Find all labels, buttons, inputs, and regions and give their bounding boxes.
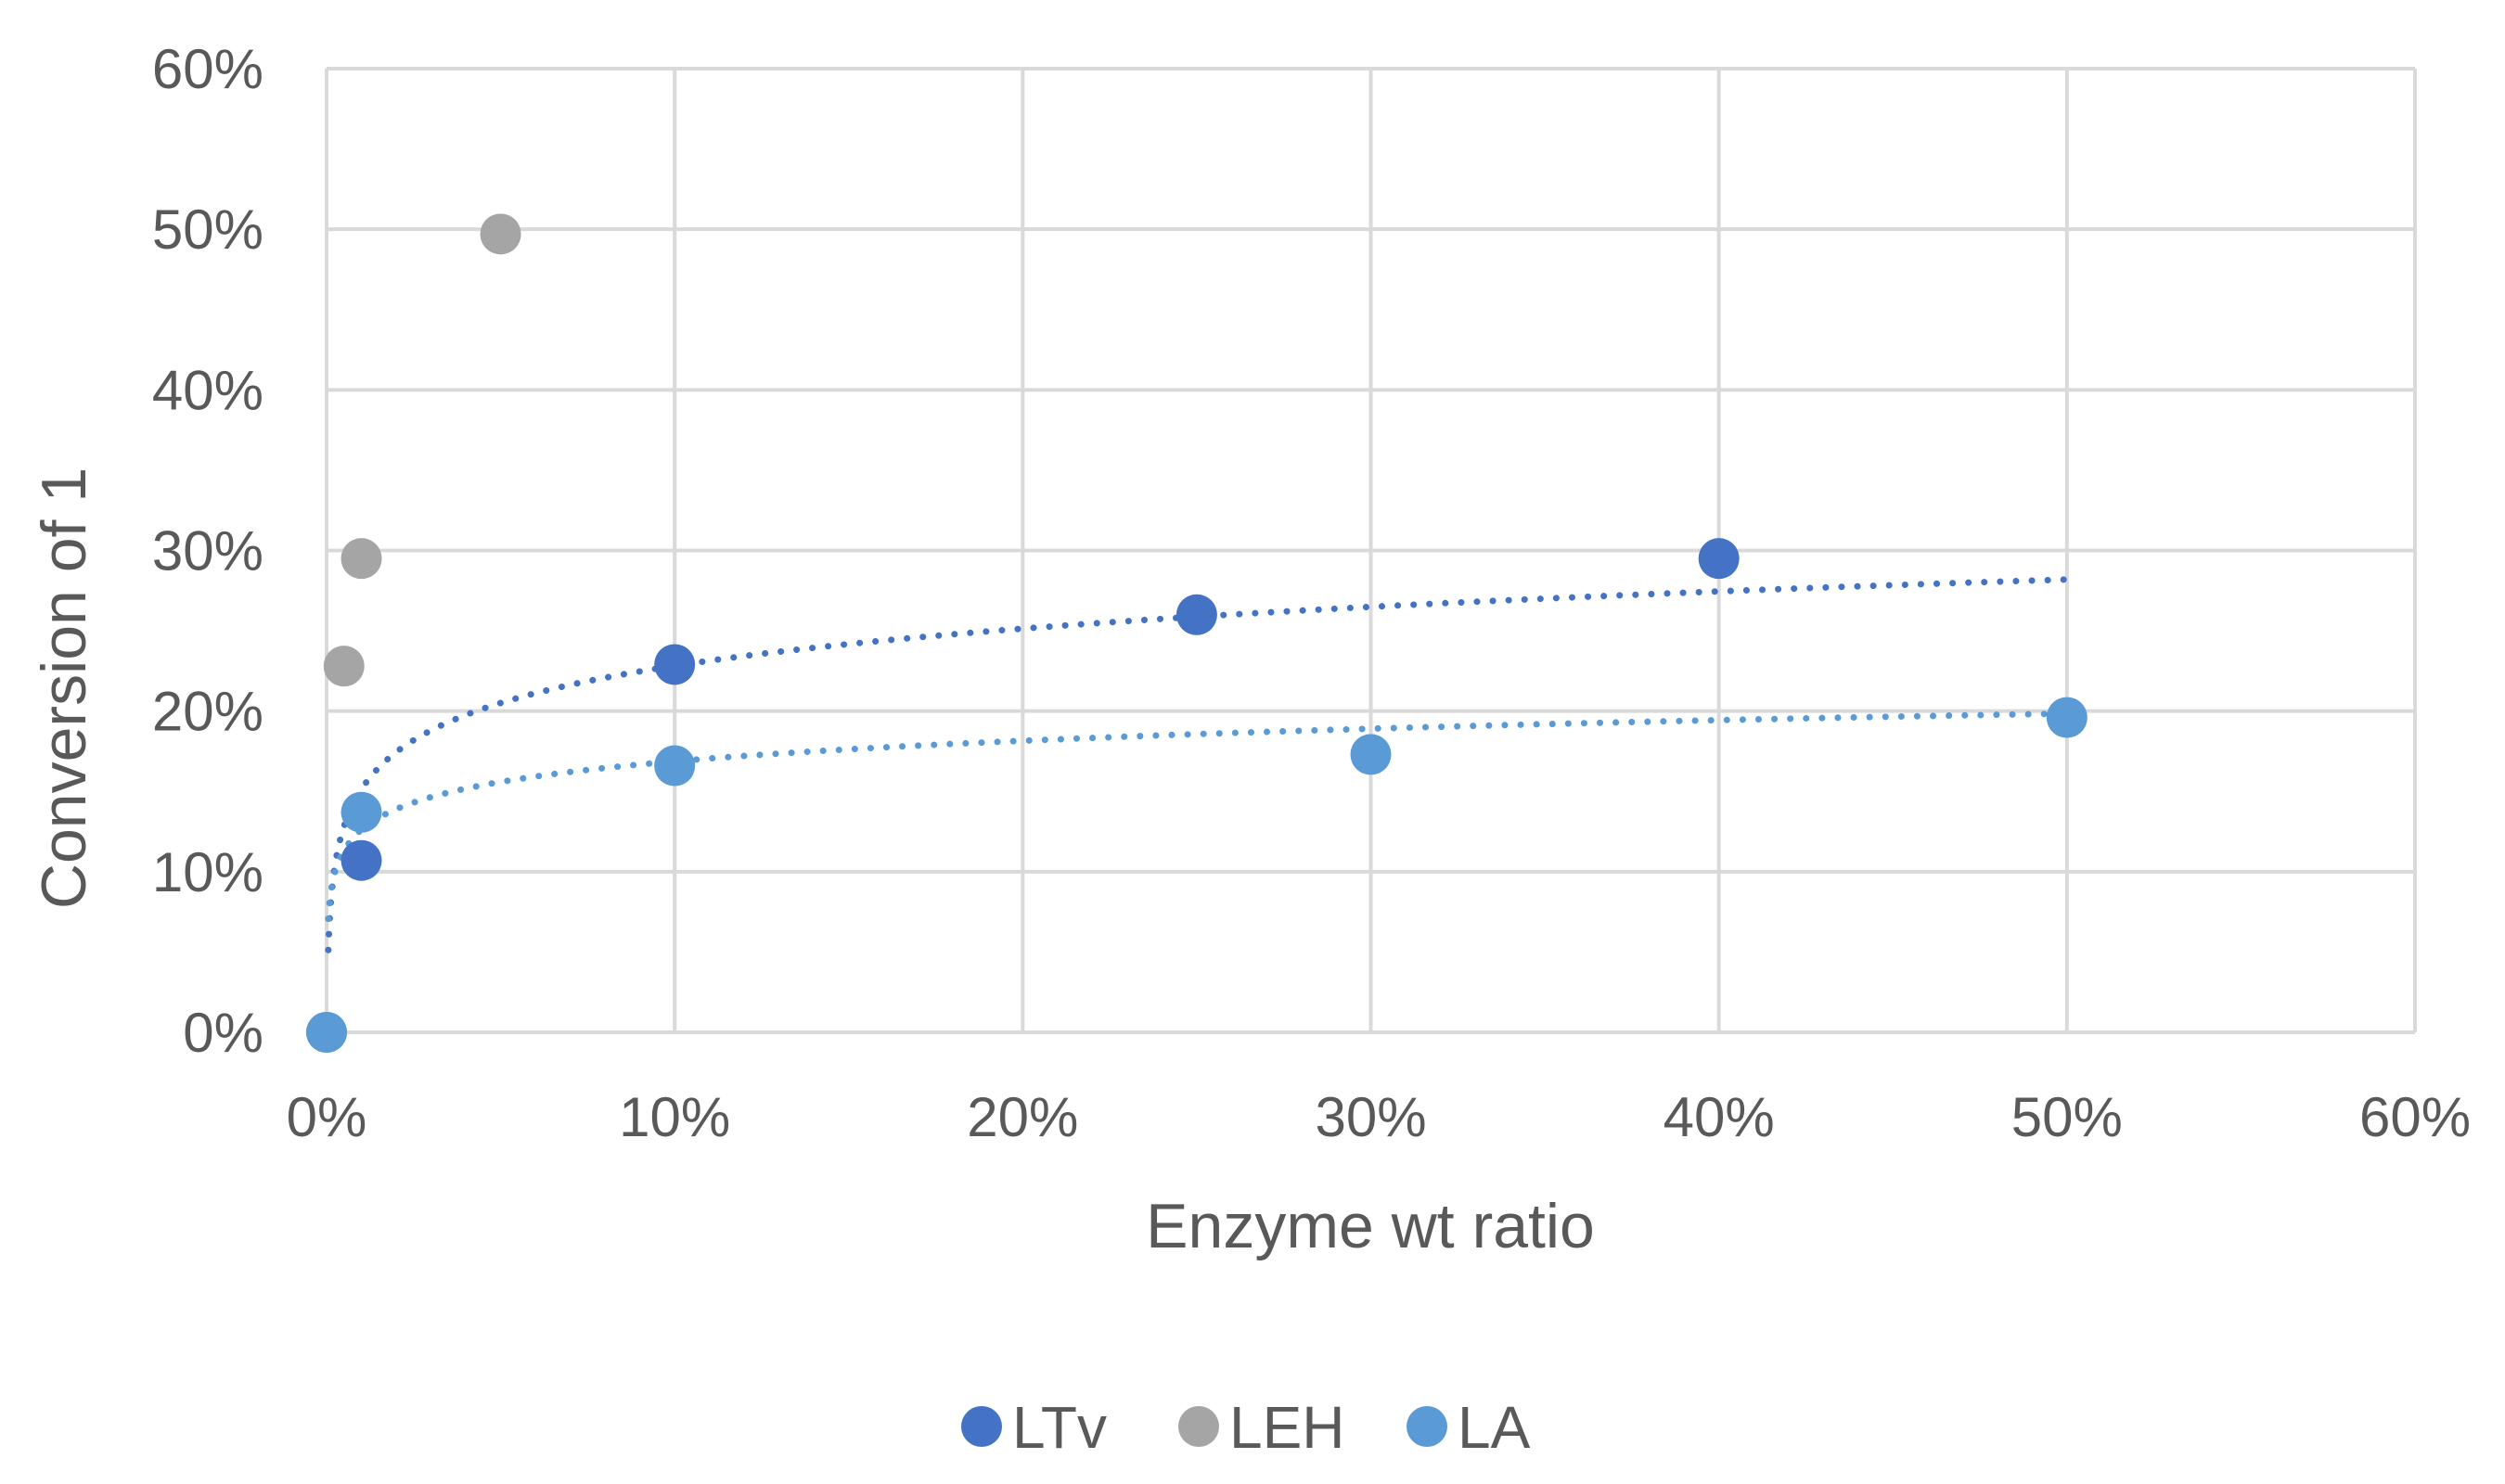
legend-marker-leh [1178,1406,1219,1447]
y-tick-label: 0% [183,1002,263,1064]
data-point-la [1350,734,1392,775]
gridlines [325,67,2417,1034]
legend-label-leh: LEH [1229,1394,1345,1461]
x-axis-title: Enzyme wt ratio [1146,1191,1595,1261]
y-tick-label: 10% [152,841,263,903]
data-point-la [306,1012,347,1053]
x-tick-label: 20% [967,1086,1078,1148]
legend-label-ltv: LTv [1012,1394,1107,1461]
data-point-ltv [340,839,382,881]
x-axis-ticks: 0% 10% 20% 30% 40% 50% 60% [287,1086,2471,1148]
legend-marker-ltv [961,1406,1002,1447]
legend: LTv LEH LA [961,1394,1531,1461]
y-tick-label: 40% [152,359,263,421]
y-tick-label: 20% [152,681,263,743]
data-point-leh [323,646,365,687]
y-tick-label: 30% [152,520,263,582]
data-points [306,213,2088,1053]
data-point-leh [480,213,521,255]
x-tick-label: 60% [2359,1086,2471,1148]
legend-marker-la [1407,1406,1447,1447]
data-point-ltv [654,644,696,685]
x-tick-label: 10% [619,1086,730,1148]
x-tick-label: 40% [1664,1086,1775,1148]
y-axis-title: Conversion of 1 [29,467,99,909]
x-tick-label: 50% [2011,1086,2123,1148]
data-point-ltv [1175,594,1217,635]
y-tick-label: 50% [152,198,263,261]
x-tick-label: 0% [287,1086,367,1148]
data-point-la [340,791,382,833]
y-axis-ticks: 0% 10% 20% 30% 40% 50% 60% [152,38,263,1064]
trendlines [325,576,2071,953]
legend-label-la: LA [1458,1394,1531,1461]
data-point-la [654,745,696,787]
data-point-leh [340,538,382,580]
x-tick-label: 30% [1315,1086,1426,1148]
data-point-la [2046,697,2088,738]
y-tick-label: 60% [152,38,263,100]
data-point-ltv [1698,538,1740,580]
trendline-la [325,710,2071,923]
